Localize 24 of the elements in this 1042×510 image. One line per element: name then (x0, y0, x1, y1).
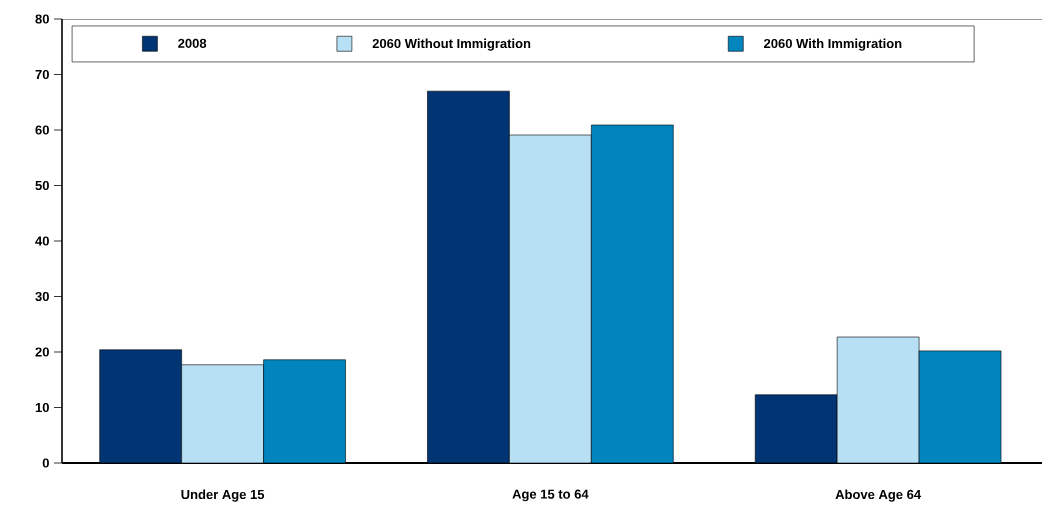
legend-label: 2008 (178, 38, 207, 48)
bar (263, 359, 346, 463)
y-tick-label: 0 (42, 458, 49, 468)
bar (754, 394, 838, 463)
y-tick-label: 10 (35, 402, 49, 413)
bar (509, 134, 592, 463)
x-tick-label: Above Age 64 (835, 489, 922, 502)
bar (918, 350, 1002, 463)
y-tick-label: 40 (35, 236, 49, 246)
x-tick-label: Under Age 15 (181, 489, 265, 502)
bar (427, 90, 510, 463)
x-tick-label: Age 15 to 64 (512, 489, 589, 502)
y-tick-label: 50 (35, 180, 49, 191)
bar (181, 364, 264, 463)
y-tick-label: 60 (35, 125, 49, 135)
y-tick-label: 70 (35, 69, 49, 80)
y-tick-label: 80 (35, 14, 49, 24)
bar (591, 124, 674, 463)
y-tick-label: 30 (35, 291, 49, 302)
bar (836, 336, 920, 463)
y-tick-label: 20 (35, 347, 49, 357)
legend-label: 2060 With Immigration (764, 38, 902, 51)
legend-label: 2060 Without Immigration (372, 38, 531, 51)
bar (99, 349, 182, 463)
